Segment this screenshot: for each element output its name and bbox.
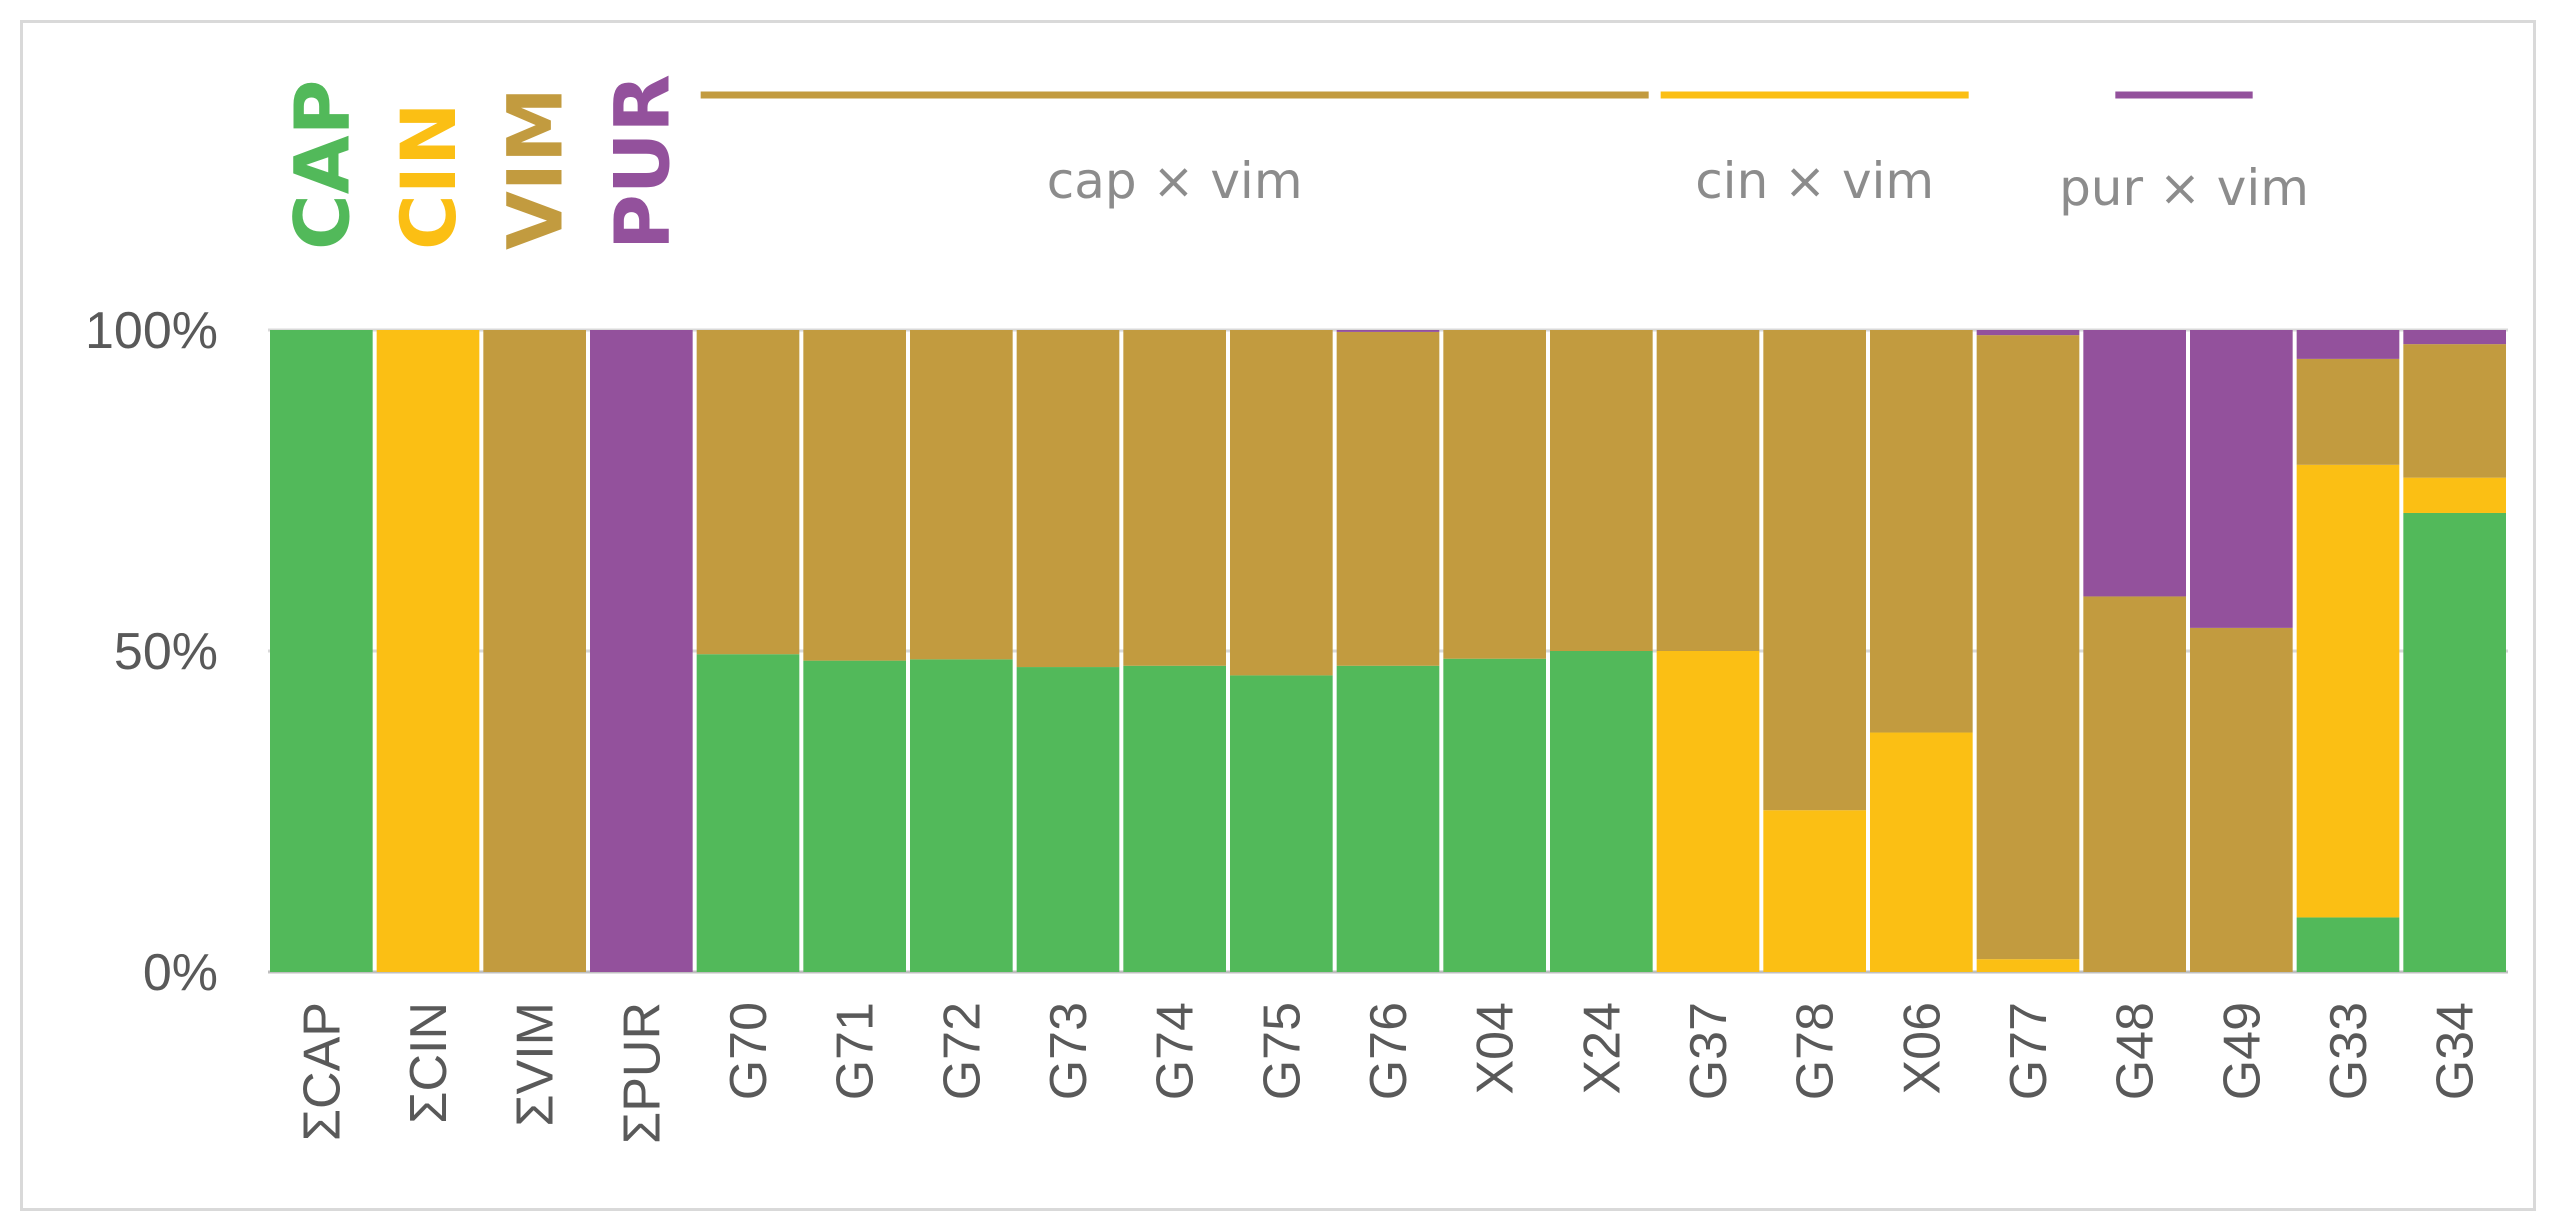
x-label-G78: G78 bbox=[1787, 1002, 1845, 1100]
bar-G72-VIM bbox=[910, 330, 1013, 660]
x-label-G76: G76 bbox=[1360, 1002, 1418, 1100]
bar-G71-CAP bbox=[803, 660, 906, 972]
y-tick-label: 0% bbox=[143, 944, 218, 1002]
bar-G75-VIM bbox=[1230, 330, 1333, 676]
group-label-1: cin × vim bbox=[1695, 152, 1934, 210]
parent-title-CIN: CIN bbox=[384, 102, 473, 250]
bar-G48-PUR bbox=[2083, 330, 2186, 597]
bar-G33-CIN bbox=[2296, 464, 2400, 918]
bar-ΣCIN-CIN bbox=[376, 330, 480, 972]
bar-ΣVIM-VIM bbox=[483, 330, 586, 972]
bar-ΣCAP-CAP bbox=[270, 330, 373, 972]
x-label-G71: G71 bbox=[827, 1002, 885, 1100]
bar-G34-CIN bbox=[2403, 477, 2506, 513]
bar-G78-CIN bbox=[1763, 810, 1866, 972]
x-label-ΣCAP: ΣCAP bbox=[293, 1002, 351, 1141]
bar-G72-CAP bbox=[910, 659, 1013, 972]
group-label-2: pur × vim bbox=[2059, 159, 2309, 217]
x-label-X06: X06 bbox=[1893, 1002, 1951, 1095]
y-tick-label: 50% bbox=[114, 623, 218, 681]
x-label-G75: G75 bbox=[1253, 1002, 1311, 1100]
x-label-G74: G74 bbox=[1147, 1002, 1205, 1100]
x-label-G37: G37 bbox=[1680, 1002, 1738, 1100]
bar-X24-CAP bbox=[1550, 651, 1653, 972]
bar-G77-CIN bbox=[1976, 959, 2080, 972]
bar-G70-CAP bbox=[696, 654, 800, 972]
bar-G34-CAP bbox=[2403, 512, 2506, 972]
bar-G37-CIN bbox=[1656, 651, 1760, 972]
bar-G34-VIM bbox=[2403, 344, 2506, 478]
bar-G75-CAP bbox=[1230, 675, 1333, 972]
x-label-ΣCIN: ΣCIN bbox=[400, 1002, 458, 1124]
parent-title-VIM: VIM bbox=[491, 87, 580, 250]
bar-G77-VIM bbox=[1976, 335, 2080, 960]
bar-G74-VIM bbox=[1123, 330, 1226, 666]
bar-G73-VIM bbox=[1016, 330, 1120, 668]
y-axis-ticks: 0% 50% 100% bbox=[85, 302, 218, 1002]
bar-G73-CAP bbox=[1016, 667, 1120, 972]
bar-X04-VIM bbox=[1443, 330, 1546, 659]
x-label-ΣPUR: ΣPUR bbox=[613, 1002, 671, 1144]
x-label-G34: G34 bbox=[2427, 1002, 2485, 1100]
parent-species-titles: CAP CIN VIM PUR bbox=[277, 74, 686, 250]
bar-X06-VIM bbox=[1870, 330, 1973, 733]
y-tick-label: 100% bbox=[85, 302, 218, 360]
bar-G48-VIM bbox=[2083, 596, 2186, 972]
bar-G33-CAP bbox=[2296, 917, 2400, 972]
bar-G70-VIM bbox=[696, 330, 800, 655]
bar-G74-CAP bbox=[1123, 665, 1226, 972]
bar-G49-VIM bbox=[2190, 627, 2293, 972]
x-label-G73: G73 bbox=[1040, 1002, 1098, 1100]
bar-G76-CAP bbox=[1336, 665, 1440, 972]
group-label-0: cap × vim bbox=[1047, 152, 1303, 210]
x-label-G33: G33 bbox=[2320, 1002, 2378, 1100]
x-label-G70: G70 bbox=[720, 1002, 778, 1100]
bar-X24-VIM bbox=[1550, 330, 1653, 651]
bar-G78-VIM bbox=[1763, 330, 1866, 811]
bar-G77-PUR bbox=[1976, 330, 2080, 336]
parent-title-PUR: PUR bbox=[597, 74, 686, 250]
x-label-G49: G49 bbox=[2213, 1002, 2271, 1100]
x-label-X04: X04 bbox=[1467, 1002, 1525, 1095]
bar-G33-PUR bbox=[2296, 330, 2400, 359]
bar-G76-VIM bbox=[1336, 331, 1440, 666]
bar-G33-VIM bbox=[2296, 358, 2400, 465]
bar-X04-CAP bbox=[1443, 658, 1546, 972]
bar-X06-CIN bbox=[1870, 732, 1973, 972]
bar-G34-PUR bbox=[2403, 330, 2506, 345]
x-label-X24: X24 bbox=[1573, 1002, 1631, 1095]
x-label-G77: G77 bbox=[2000, 1002, 2058, 1100]
bar-ΣPUR-PUR bbox=[590, 330, 693, 972]
bar-G76-PUR bbox=[1336, 330, 1440, 332]
hybrid-group-annotations: cap × vim cin × vim pur × vim bbox=[700, 91, 2309, 217]
bar-G37-VIM bbox=[1656, 330, 1760, 651]
x-axis-labels: ΣCAP ΣCIN ΣVIM ΣPUR G70 G71 G72 G73 G74 G75 G76 X04… bbox=[293, 1002, 2484, 1144]
x-label-ΣVIM: ΣVIM bbox=[507, 1002, 565, 1127]
bar-G71-VIM bbox=[803, 330, 906, 661]
parent-title-CAP: CAP bbox=[277, 80, 366, 250]
x-label-G48: G48 bbox=[2107, 1002, 2165, 1100]
bar-G49-PUR bbox=[2190, 330, 2293, 628]
x-label-G72: G72 bbox=[933, 1002, 991, 1100]
bars bbox=[270, 330, 2506, 972]
